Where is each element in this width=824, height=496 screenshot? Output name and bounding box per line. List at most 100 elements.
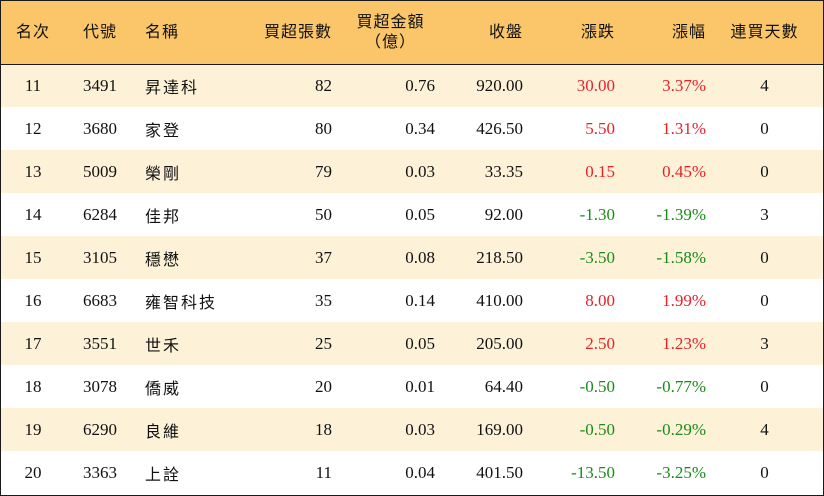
cell-net-buy-amount: 0.08	[405, 247, 435, 267]
cell-net-buy-amount: 0.05	[405, 204, 435, 224]
cell-change-pct: 3.37%	[662, 75, 706, 95]
cell-name: 上詮	[145, 464, 182, 484]
cell-change: -13.50	[571, 462, 615, 482]
header-rank: 名次	[15, 22, 50, 42]
cell-close: 218.50	[476, 247, 523, 267]
cell-close: 410.00	[476, 290, 523, 310]
cell-code: 6284	[83, 204, 117, 224]
cell-name: 良維	[145, 421, 182, 441]
cell-name: 穩懋	[145, 249, 182, 269]
header-change: 漲跌	[580, 22, 615, 42]
cell-rank: 14	[24, 204, 42, 224]
table-body: 11 3491 昇達科 82 0.76 920.00 30.00 3.37% 4…	[1, 64, 823, 494]
table-row: 15 3105 穩懋 37 0.08 218.50 -3.50 -1.58% 0	[1, 236, 823, 279]
cell-net-buy-lots: 20	[315, 376, 332, 396]
cell-net-buy-amount: 0.05	[405, 333, 435, 353]
table-row: 20 3363 上詮 11 0.04 401.50 -13.50 -3.25% …	[1, 451, 823, 494]
cell-change: -0.50	[579, 376, 615, 396]
cell-net-buy-lots: 50	[315, 204, 332, 224]
cell-rank: 16	[24, 290, 42, 310]
table-row: 13 5009 榮剛 79 0.03 33.35 0.15 0.45% 0	[1, 150, 823, 193]
cell-close: 426.50	[476, 118, 523, 138]
cell-code: 6290	[83, 419, 117, 439]
cell-net-buy-amount: 0.14	[405, 290, 435, 310]
table-row: 19 6290 良維 18 0.03 169.00 -0.50 -0.29% 4	[1, 408, 823, 451]
cell-change: 30.00	[576, 75, 615, 95]
cell-rank: 15	[24, 247, 42, 267]
table-row: 12 3680 家登 80 0.34 426.50 5.50 1.31% 0	[1, 107, 823, 150]
cell-net-buy-lots: 80	[315, 118, 332, 138]
cell-rank: 18	[24, 376, 42, 396]
cell-close: 33.35	[484, 161, 523, 181]
cell-name: 家登	[145, 120, 182, 140]
cell-net-buy-amount: 0.03	[405, 419, 435, 439]
header-net-buy-amount-line2: （億）	[364, 32, 416, 52]
cell-rank: 11	[24, 75, 42, 95]
cell-rank: 12	[24, 118, 42, 138]
cell-rank: 19	[24, 419, 42, 439]
cell-change: 0.15	[585, 161, 615, 181]
cell-consecutive-days: 0	[760, 290, 769, 310]
cell-consecutive-days: 0	[760, 376, 769, 396]
cell-consecutive-days: 0	[760, 161, 769, 181]
cell-change: -1.30	[579, 204, 615, 224]
cell-consecutive-days: 0	[760, 118, 769, 138]
cell-code: 3491	[83, 75, 117, 95]
header-net-buy-amount-line1: 買超金額	[356, 12, 425, 32]
cell-net-buy-lots: 11	[315, 462, 332, 482]
cell-net-buy-lots: 37	[315, 247, 332, 267]
cell-name: 榮剛	[145, 163, 182, 183]
header-close: 收盤	[488, 22, 523, 42]
cell-code: 3363	[83, 462, 117, 482]
cell-close: 92.00	[484, 204, 523, 224]
cell-close: 64.40	[484, 376, 523, 396]
table-header: 名次 代號 名稱 買超張數 買超金額 （億） 收盤 漲跌 漲幅 連買天數	[1, 1, 823, 64]
cell-net-buy-lots: 18	[315, 419, 332, 439]
header-net-buy-amount: 買超金額 （億）	[332, 1, 435, 64]
cell-net-buy-lots: 25	[315, 333, 332, 353]
cell-consecutive-days: 4	[760, 419, 769, 439]
cell-change-pct: -1.58%	[656, 247, 706, 267]
cell-consecutive-days: 3	[760, 204, 769, 224]
table-row: 17 3551 世禾 25 0.05 205.00 2.50 1.23% 3	[1, 322, 823, 365]
cell-code: 3078	[83, 376, 117, 396]
table-row: 14 6284 佳邦 50 0.05 92.00 -1.30 -1.39% 3	[1, 193, 823, 236]
header-code: 代號	[82, 22, 117, 42]
cell-net-buy-lots: 82	[315, 75, 332, 95]
cell-code: 3551	[83, 333, 117, 353]
cell-net-buy-amount: 0.76	[405, 75, 435, 95]
cell-consecutive-days: 0	[760, 462, 769, 482]
cell-change-pct: 1.99%	[662, 290, 706, 310]
cell-code: 6683	[83, 290, 117, 310]
cell-change-pct: -0.77%	[656, 376, 706, 396]
cell-name: 雍智科技	[145, 292, 218, 312]
cell-net-buy-amount: 0.01	[405, 376, 435, 396]
table-row: 16 6683 雍智科技 35 0.14 410.00 8.00 1.99% 0	[1, 279, 823, 322]
cell-change: 2.50	[585, 333, 615, 353]
cell-name: 僑威	[145, 378, 182, 398]
cell-name: 佳邦	[145, 206, 182, 226]
cell-change-pct: 1.23%	[662, 333, 706, 353]
cell-close: 169.00	[476, 419, 523, 439]
table-row: 18 3078 僑威 20 0.01 64.40 -0.50 -0.77% 0	[1, 365, 823, 408]
cell-code: 3680	[83, 118, 117, 138]
cell-change-pct: -3.25%	[656, 462, 706, 482]
cell-code: 5009	[83, 161, 117, 181]
cell-rank: 17	[24, 333, 42, 353]
table-row: 11 3491 昇達科 82 0.76 920.00 30.00 3.37% 4	[1, 64, 823, 107]
header-change-pct: 漲幅	[671, 22, 706, 42]
cell-change: -3.50	[579, 247, 615, 267]
cell-net-buy-amount: 0.04	[405, 462, 435, 482]
cell-close: 920.00	[476, 75, 523, 95]
cell-rank: 13	[24, 161, 42, 181]
cell-close: 401.50	[476, 462, 523, 482]
cell-change: 5.50	[585, 118, 615, 138]
cell-change: -0.50	[579, 419, 615, 439]
cell-net-buy-lots: 35	[315, 290, 332, 310]
cell-rank: 20	[24, 462, 42, 482]
cell-change-pct: 1.31%	[662, 118, 706, 138]
cell-net-buy-lots: 79	[315, 161, 332, 181]
cell-close: 205.00	[476, 333, 523, 353]
